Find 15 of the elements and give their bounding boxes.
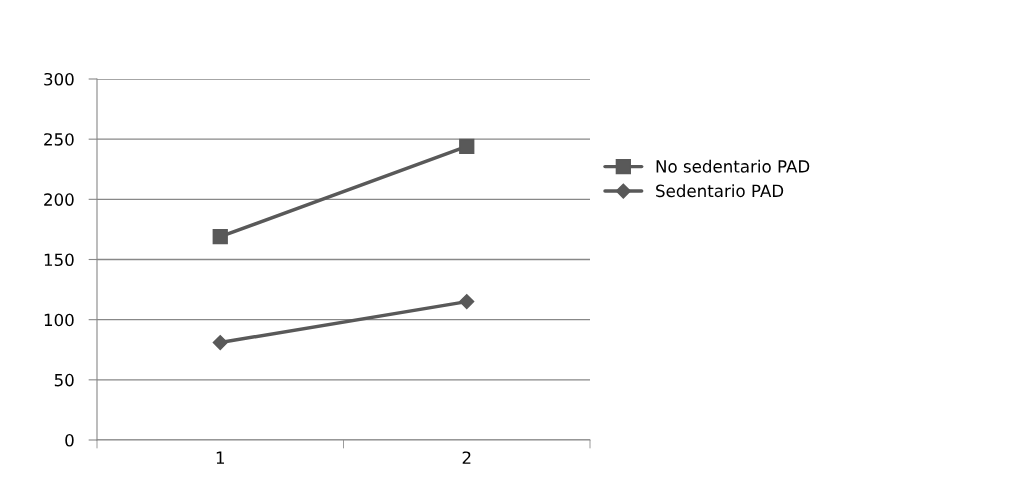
x-tick-label: 2 [462, 451, 471, 464]
y-tick-label: 250 [44, 133, 74, 146]
y-tick-label: 0 [65, 433, 74, 447]
point [212, 228, 228, 245]
legend-label: Sedentario PAD [656, 184, 784, 198]
y-tick-label: 300 [44, 72, 74, 86]
y-tick-label: 100 [44, 313, 74, 327]
point [459, 294, 475, 310]
y-tick-label: 150 [44, 253, 74, 267]
point [459, 138, 475, 155]
y-tick-label: 200 [44, 193, 74, 206]
x-tick-label: 1 [216, 451, 225, 464]
legend-label: No sedentario PAD [656, 159, 810, 173]
point [212, 334, 228, 351]
y-tick-label: 50 [54, 373, 74, 387]
